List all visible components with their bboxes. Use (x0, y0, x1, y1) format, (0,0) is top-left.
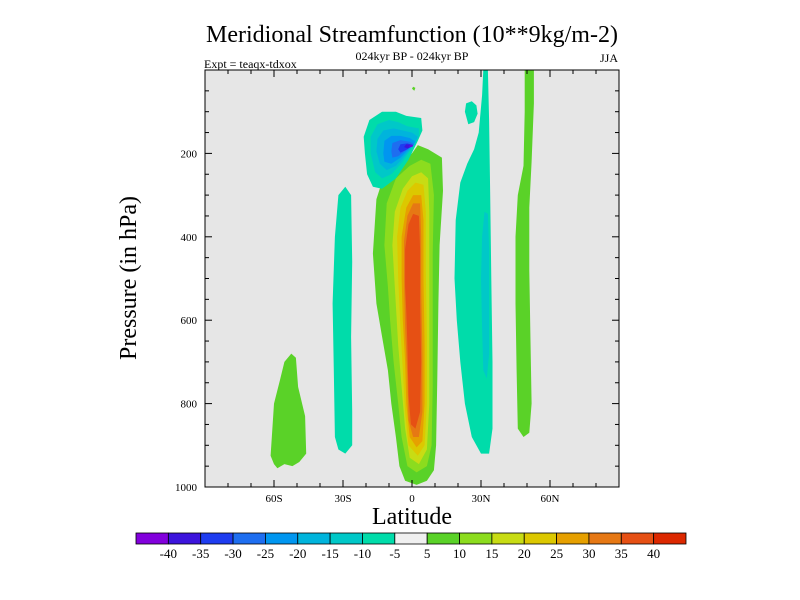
colorbar-swatch (459, 532, 493, 545)
x-tick-label: 30N (472, 493, 491, 505)
contour-sh-negative-cell (332, 186, 353, 454)
colorbar-swatch (556, 532, 590, 545)
contour-small-pos-upper (412, 86, 416, 91)
colorbar-swatch (265, 532, 299, 545)
colorbar-swatch (653, 532, 687, 545)
colorbar-swatch (394, 532, 428, 545)
x-tick-label: 30S (334, 493, 351, 505)
y-tick-label: 400 (181, 232, 198, 244)
colorbar: -40 -35 -30 -25 -20 -15 -10 -5 5 10 15 20 25 30 35 40 (135, 532, 687, 561)
colorbar-label: -10 (354, 546, 371, 561)
contour-sh-positive-cell (270, 353, 307, 469)
colorbar-label: -35 (192, 546, 209, 561)
colorbar-label: 20 (518, 546, 531, 561)
colorbar-label: -30 (224, 546, 241, 561)
y-tick-label: 1000 (175, 482, 198, 494)
colorbar-swatch (426, 532, 460, 545)
colorbar-label: -15 (321, 546, 338, 561)
contour-nh-pos-cell (515, 70, 534, 437)
contour-nh-neg-inner (481, 211, 490, 379)
colorbar-label: 15 (485, 546, 498, 561)
colorbar-swatch (362, 532, 396, 545)
colorbar-label: 30 (582, 546, 595, 561)
x-tick-label: 60N (541, 493, 560, 505)
chart-subtitle: 024kyr BP - 024kyr BP (356, 49, 469, 63)
colorbar-swatch (232, 532, 266, 545)
colorbar-label: -40 (160, 546, 177, 561)
contour-upper-neg-40 (408, 145, 414, 147)
colorbar-label: -5 (389, 546, 400, 561)
chart-title: Meridional Streamfunction (10**9kg/m-2) (206, 22, 618, 48)
colorbar-label: 5 (424, 546, 431, 561)
colorbar-label: -20 (289, 546, 306, 561)
expt-label: Expt = teaqx-tdxox (204, 57, 297, 71)
colorbar-swatch (620, 532, 655, 545)
colorbar-swatch (491, 532, 525, 545)
colorbar-swatch (167, 532, 202, 545)
contour-nh-neg-cell-top (464, 101, 478, 125)
colorbar-label: 10 (453, 546, 466, 561)
y-tick-label: 800 (181, 399, 198, 411)
colorbar-label: -25 (257, 546, 274, 561)
x-axis-label: Latitude (372, 504, 452, 530)
colorbar-label: 40 (647, 546, 660, 561)
colorbar-swatch (200, 532, 234, 545)
x-tick-label: 0 (409, 493, 415, 505)
colorbar-swatch (588, 532, 622, 545)
contour-regions (270, 70, 534, 485)
colorbar-swatch (329, 532, 363, 545)
axis-ticks: 60S 30S 0 30N 60N 200 400 600 800 1000 (175, 70, 619, 505)
y-tick-label: 600 (181, 315, 198, 327)
colorbar-label: 25 (550, 546, 563, 561)
y-tick-label: 200 (181, 148, 198, 160)
colorbar-label: 35 (615, 546, 628, 561)
colorbar-swatch (297, 532, 331, 545)
contour-tropical-pos-35 (405, 213, 422, 429)
colorbar-swatch (135, 532, 169, 545)
colorbar-swatch (523, 532, 557, 545)
x-tick-label: 60S (265, 493, 282, 505)
y-axis-label: Pressure (in hPa) (116, 196, 142, 360)
season-label: JJA (600, 51, 618, 65)
